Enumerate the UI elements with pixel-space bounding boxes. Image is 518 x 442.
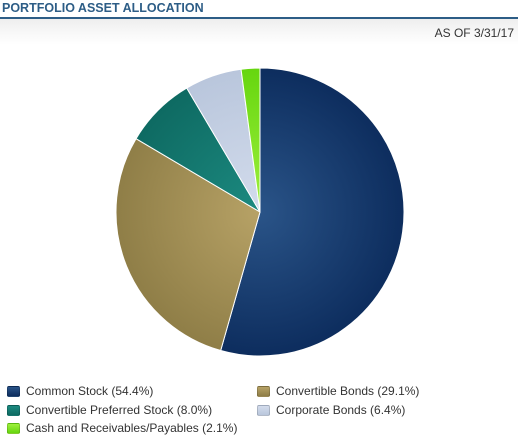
- legend-swatch: [7, 422, 20, 434]
- header-band: [0, 19, 518, 45]
- legend-label: Cash and Receivables/Payables (2.1%): [26, 421, 238, 435]
- pie-slice-cash-and-receivables-payables[interactable]: [240, 67, 261, 213]
- widget-title: PORTFOLIO ASSET ALLOCATION: [2, 1, 204, 15]
- pie-chart-area: [0, 45, 518, 370]
- legend-item-common-stock[interactable]: Common Stock (54.4%): [7, 382, 153, 400]
- legend-swatch: [257, 404, 270, 416]
- legend-label: Corporate Bonds (6.4%): [276, 403, 406, 417]
- pie-slices: [115, 67, 405, 357]
- pie-slice-convertible-bonds[interactable]: [115, 138, 261, 352]
- legend-label: Convertible Preferred Stock (8.0%): [26, 403, 213, 417]
- legend-swatch: [7, 404, 20, 416]
- legend-label: Convertible Bonds (29.1%): [276, 384, 420, 398]
- legend-item-cash-and-receivables-payables[interactable]: Cash and Receivables/Payables (2.1%): [7, 419, 237, 437]
- title-divider: [0, 17, 518, 19]
- legend-item-convertible-bonds[interactable]: Convertible Bonds (29.1%): [257, 382, 419, 400]
- legend-swatch: [257, 385, 270, 397]
- legend-item-convertible-preferred-stock[interactable]: Convertible Preferred Stock (8.0%): [7, 401, 212, 419]
- legend-item-corporate-bonds[interactable]: Corporate Bonds (6.4%): [257, 401, 405, 419]
- legend-swatch: [7, 385, 20, 397]
- as-of-date: AS OF 3/31/17: [434, 26, 514, 40]
- legend-label: Common Stock (54.4%): [26, 384, 154, 398]
- pie-slice-common-stock[interactable]: [220, 67, 405, 357]
- pie-chart: [115, 67, 405, 357]
